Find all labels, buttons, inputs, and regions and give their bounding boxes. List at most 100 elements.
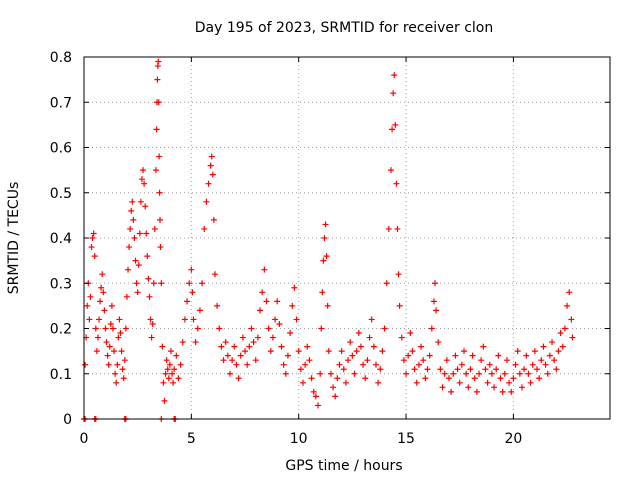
data-point: [395, 271, 402, 278]
grid-lines: [84, 57, 610, 419]
data-point: [394, 225, 401, 232]
data-point: [334, 375, 341, 382]
data-point: [381, 325, 388, 332]
data-point: [278, 343, 285, 350]
data-point: [549, 339, 556, 346]
data-point: [103, 339, 110, 346]
y-tick-label: 0.1: [50, 367, 72, 383]
data-point: [415, 361, 422, 368]
data-point: [375, 379, 382, 386]
data-point: [327, 370, 334, 377]
data-point: [250, 339, 257, 346]
data-point: [534, 366, 541, 373]
data-point: [163, 357, 170, 364]
data-point: [201, 225, 208, 232]
data-point: [469, 352, 476, 359]
data-point: [115, 334, 122, 341]
data-point: [160, 379, 167, 386]
data-point: [84, 302, 91, 309]
data-point: [99, 271, 106, 278]
data-point: [144, 253, 151, 260]
data-point: [154, 76, 161, 83]
data-point: [538, 357, 545, 364]
data-point: [484, 379, 491, 386]
data-point: [164, 366, 171, 373]
data-point: [128, 207, 135, 214]
data-point: [439, 384, 446, 391]
data-point: [97, 298, 104, 305]
data-point: [336, 361, 343, 368]
data-point: [98, 284, 105, 291]
data-point: [113, 379, 120, 386]
data-point: [186, 280, 193, 287]
data-point: [133, 280, 140, 287]
data-point: [521, 366, 528, 373]
data-point: [566, 289, 573, 296]
data-point: [220, 357, 227, 364]
data-point: [544, 370, 551, 377]
data-point: [261, 266, 268, 273]
data-point: [141, 180, 148, 187]
data-point: [91, 253, 98, 260]
data-point: [426, 352, 433, 359]
y-tick-label: 0.7: [50, 95, 72, 111]
data-point: [192, 339, 199, 346]
data-point: [165, 375, 172, 382]
data-point: [177, 361, 184, 368]
data-point: [435, 339, 442, 346]
data-point: [122, 325, 129, 332]
data-point: [123, 293, 130, 300]
data-point: [315, 402, 322, 409]
y-tick-label: 0.2: [50, 322, 72, 338]
data-point: [486, 361, 493, 368]
data-point: [170, 379, 177, 386]
data-point: [441, 370, 448, 377]
data-point: [413, 379, 420, 386]
data-point: [393, 180, 400, 187]
data-point: [136, 230, 143, 237]
data-point: [105, 361, 112, 368]
data-point: [482, 366, 489, 373]
data-point: [239, 334, 246, 341]
x-tick-label: 15: [397, 431, 415, 447]
data-point: [465, 384, 472, 391]
data-point: [349, 352, 356, 359]
data-point: [362, 375, 369, 382]
data-point: [340, 366, 347, 373]
data-point: [94, 334, 101, 341]
data-point: [196, 307, 203, 314]
data-point: [385, 225, 392, 232]
data-point: [274, 298, 281, 305]
data-point: [189, 289, 196, 296]
data-point: [518, 384, 525, 391]
data-point: [93, 348, 100, 355]
data-point: [145, 275, 152, 282]
data-point: [148, 334, 155, 341]
data-point: [330, 384, 337, 391]
data-point: [529, 361, 536, 368]
data-point: [257, 307, 264, 314]
chart-title: Day 195 of 2023, SRMTID for receiver clo…: [195, 20, 493, 36]
data-point: [351, 370, 358, 377]
data-point: [400, 357, 407, 364]
data-point: [383, 280, 390, 287]
data-point: [118, 348, 125, 355]
data-point: [353, 348, 360, 355]
data-point: [306, 357, 313, 364]
data-point: [424, 366, 431, 373]
data-point: [561, 325, 568, 332]
data-point: [130, 216, 137, 223]
data-point: [463, 370, 470, 377]
data-point: [452, 352, 459, 359]
data-point: [92, 325, 99, 332]
y-tick-label: 0.4: [50, 231, 72, 247]
data-point: [272, 316, 279, 323]
data-point: [428, 325, 435, 332]
data-point: [357, 343, 364, 350]
data-point: [569, 334, 576, 341]
data-point: [325, 348, 332, 355]
data-point: [222, 339, 229, 346]
data-point: [407, 330, 414, 337]
data-point: [112, 370, 119, 377]
data-point: [150, 280, 157, 287]
